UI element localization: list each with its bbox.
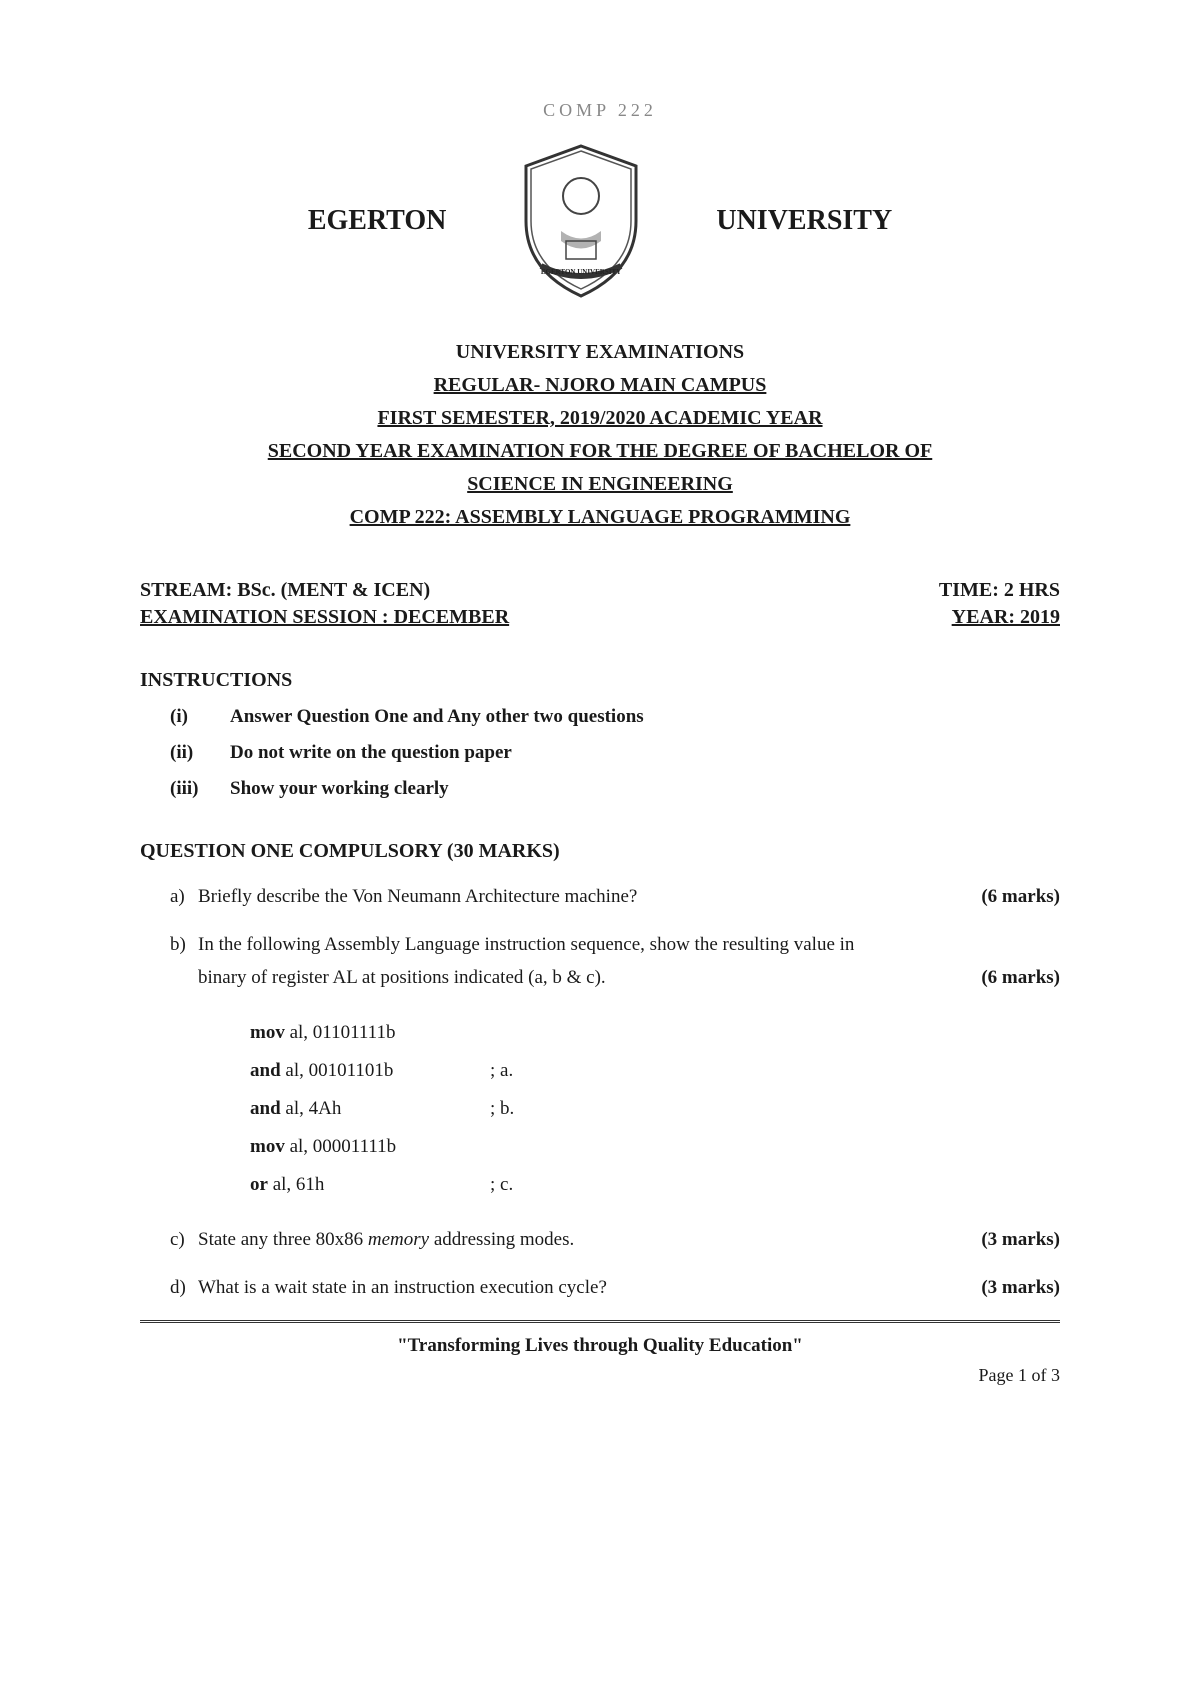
code-line: and al, 4Ah ; b. [250,1090,1060,1128]
code-line: mov al, 01101111b [250,1014,1060,1052]
instruction-text: Answer Question One and Any other two qu… [230,706,644,728]
question-label: a) [170,881,198,913]
exam-meta: STREAM: BSc. (MENT & ICEN) TIME: 2 HRS E… [140,579,1060,629]
university-name-left: EGERTON [308,205,447,237]
instruction-text: Show your working clearly [230,778,449,800]
footer-divider [140,1320,1060,1323]
question-d: d) What is a wait state in an instructio… [170,1272,1060,1304]
time-label: TIME: 2 HRS [939,579,1060,602]
question-c: c) State any three 80x86 memory addressi… [170,1224,1060,1256]
marks-label: (3 marks) [981,1272,1060,1304]
heading-degree-line2: SCIENCE IN ENGINEERING [140,473,1060,496]
heading-course: COMP 222: ASSEMBLY LANGUAGE PROGRAMMING [140,506,1060,529]
instruction-item: (iii) Show your working clearly [170,778,1060,800]
instruction-item: (ii) Do not write on the question paper [170,742,1060,764]
question-text: In the following Assembly Language instr… [198,929,1060,961]
instruction-num: (ii) [170,742,230,764]
question-label: b) [170,929,198,961]
footer-motto: "Transforming Lives through Quality Educ… [140,1335,1060,1357]
question-label: d) [170,1272,198,1304]
question-b: b) In the following Assembly Language in… [170,929,1060,1204]
heading-degree-line1: SECOND YEAR EXAMINATION FOR THE DEGREE O… [140,440,1060,463]
university-crest-icon: EGERTON UNIVERSITY [506,141,656,301]
heading-campus: REGULAR- NJORO MAIN CAMPUS [140,374,1060,397]
instruction-num: (iii) [170,778,230,800]
heading-semester: FIRST SEMESTER, 2019/2020 ACADEMIC YEAR [140,407,1060,430]
page-number: Page 1 of 3 [140,1365,1060,1386]
heading-exam: UNIVERSITY EXAMINATIONS [140,341,1060,364]
year-label: YEAR: 2019 [952,606,1060,629]
stream-label: STREAM: BSc. (MENT & ICEN) [140,579,430,602]
code-line: mov al, 00001111b [250,1128,1060,1166]
marks-label: (6 marks) [981,962,1060,994]
assembly-code-block: mov al, 01101111b and al, 00101101b ; a.… [250,1014,1060,1204]
document-code-header: COMP 222 [140,100,1060,121]
exam-headings: UNIVERSITY EXAMINATIONS REGULAR- NJORO M… [140,341,1060,529]
instruction-num: (i) [170,706,230,728]
question-one-section: QUESTION ONE COMPULSORY (30 MARKS) a) Br… [140,840,1060,1304]
instructions-section: INSTRUCTIONS (i) Answer Question One and… [140,669,1060,800]
instructions-title: INSTRUCTIONS [140,669,1060,692]
question-a: a) Briefly describe the Von Neumann Arch… [170,881,1060,913]
code-line: and al, 00101101b ; a. [250,1052,1060,1090]
marks-label: (6 marks) [981,881,1060,913]
instruction-item: (i) Answer Question One and Any other tw… [170,706,1060,728]
question-text: State any three 80x86 memory addressing … [198,1224,951,1256]
instruction-text: Do not write on the question paper [230,742,512,764]
marks-label: (3 marks) [981,1224,1060,1256]
university-header-row: EGERTON EGERTON UNIVERSITY UNIVERSITY [140,141,1060,301]
code-line: or al, 61h ; c. [250,1166,1060,1204]
question-one-title: QUESTION ONE COMPULSORY (30 MARKS) [140,840,1060,863]
question-text: Briefly describe the Von Neumann Archite… [198,881,951,913]
svg-text:EGERTON UNIVERSITY: EGERTON UNIVERSITY [541,268,621,276]
session-label: EXAMINATION SESSION : DECEMBER [140,606,509,629]
university-name-right: UNIVERSITY [716,205,892,237]
question-text: binary of register AL at positions indic… [198,962,951,994]
question-label: c) [170,1224,198,1256]
question-text: What is a wait state in an instruction e… [198,1272,951,1304]
